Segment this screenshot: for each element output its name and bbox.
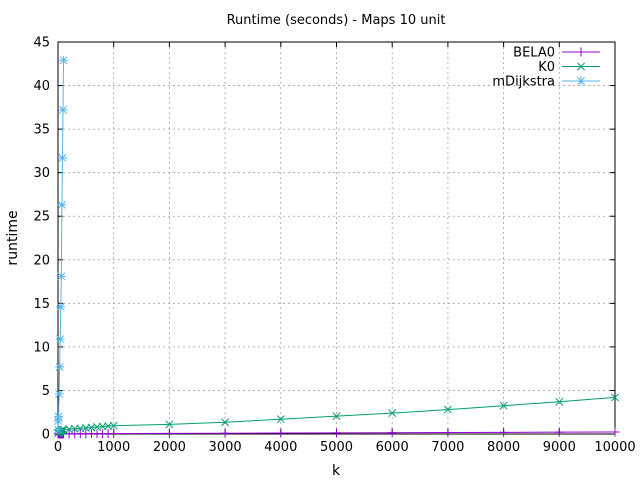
data-point-mdijkstra	[56, 271, 66, 281]
data-point-bela0	[499, 427, 509, 437]
legend-label: mDijkstra	[492, 75, 555, 90]
y-tick-label: 5	[42, 384, 50, 399]
data-point-mdijkstra	[53, 425, 63, 435]
data-point-bela0	[276, 428, 286, 438]
data-point-k0	[221, 418, 230, 427]
y-tick-label: 25	[33, 210, 50, 225]
data-point-bela0	[610, 427, 620, 437]
data-point-mdijkstra	[54, 412, 64, 422]
y-tick-label: 15	[33, 297, 50, 312]
x-axis-label: k	[332, 463, 341, 479]
data-point-bela0	[332, 428, 341, 438]
data-point-bela0	[109, 429, 119, 439]
x-tick-label: 3000	[209, 440, 242, 455]
x-tick-label: 8000	[487, 440, 520, 455]
series-mdijkstra	[53, 55, 69, 435]
x-tick-label: 0	[54, 440, 62, 455]
data-point-bela0	[164, 428, 174, 438]
grid-layer	[58, 42, 615, 434]
y-tick-label: 20	[33, 253, 50, 268]
data-point-k0	[443, 405, 452, 414]
x-tick-label: 9000	[543, 440, 576, 455]
data-point-k0	[276, 415, 285, 424]
x-tick-label: 6000	[376, 440, 409, 455]
x-tick-label: 10000	[594, 440, 635, 455]
data-point-bela0	[387, 428, 397, 438]
data-point-mdijkstra	[56, 302, 66, 312]
legend-swatch-marker	[576, 47, 586, 57]
data-point-k0	[109, 421, 118, 430]
x-tick-label: 1000	[97, 440, 130, 455]
data-point-k0	[611, 393, 619, 402]
chart-title: Runtime (seconds) - Maps 10 unit	[227, 13, 446, 28]
x-tick-label: 5000	[320, 440, 353, 455]
x-tick-label: 4000	[264, 440, 297, 455]
x-tick-label: 2000	[153, 440, 186, 455]
legend-label: K0	[538, 60, 555, 75]
legend-swatch-marker	[577, 62, 585, 71]
x-tick-label: 7000	[431, 440, 464, 455]
data-point-mdijkstra	[59, 55, 69, 65]
legend-item-bela0: BELA0	[513, 46, 600, 61]
series-layer	[53, 55, 620, 439]
data-point-mdijkstra	[57, 153, 67, 163]
data-point-mdijkstra	[55, 334, 65, 344]
data-point-k0	[388, 409, 397, 418]
legend-item-k0: K0	[538, 60, 600, 75]
y-tick-label: 0	[42, 428, 50, 443]
y-tick-label: 40	[33, 79, 50, 94]
y-tick-label: 30	[33, 166, 50, 181]
y-tick-label: 35	[33, 123, 50, 138]
legend-label: BELA0	[513, 46, 555, 61]
data-point-k0	[332, 412, 341, 421]
series-bela0	[53, 427, 620, 439]
series-k0	[54, 393, 619, 438]
y-axis-label: runtime	[5, 210, 21, 265]
legend-item-mdijkstra: mDijkstra	[492, 75, 600, 90]
tick-layer: 0 1000 2000 3000 4000 5000 6000 7000 8000 9000 100…	[33, 36, 635, 456]
data-point-bela0	[443, 428, 453, 438]
y-tick-label: 45	[33, 36, 50, 51]
data-point-k0	[165, 420, 174, 429]
series-line-mdijkstra	[57, 60, 65, 430]
data-point-mdijkstra	[57, 200, 67, 210]
y-tick-label: 10	[33, 340, 50, 355]
data-point-mdijkstra	[54, 389, 64, 399]
data-point-mdijkstra	[55, 362, 65, 372]
data-point-bela0	[220, 428, 230, 438]
data-point-k0	[555, 397, 564, 406]
legend-swatch-marker	[576, 76, 586, 86]
data-point-bela0	[554, 427, 564, 437]
data-point-k0	[499, 401, 508, 410]
data-point-mdijkstra	[58, 105, 68, 115]
